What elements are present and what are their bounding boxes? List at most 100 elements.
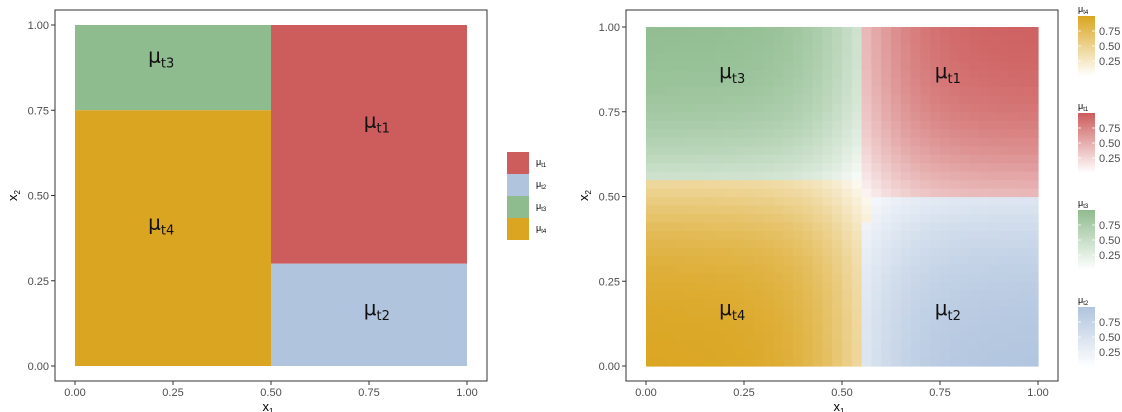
heat-cell: [783, 230, 794, 240]
legend-label-t3-base: μ: [536, 201, 541, 211]
heat-cell: [949, 179, 961, 189]
heat-cell: [998, 289, 1010, 299]
heat-cell: [851, 213, 863, 223]
heat-cell: [685, 332, 696, 342]
heat-cell: [802, 298, 814, 308]
heat-cell: [979, 60, 990, 70]
heat-cell: [646, 289, 657, 299]
heat-cell: [793, 188, 804, 198]
heat-cell: [979, 323, 990, 333]
heat-cell: [969, 179, 980, 189]
heat-cell: [881, 154, 892, 164]
heat-cell: [783, 315, 794, 325]
heat-cell: [900, 230, 912, 240]
heat-cell: [842, 111, 853, 121]
heat-cell: [665, 43, 676, 54]
heat-cell: [773, 196, 784, 206]
heat-cell: [675, 357, 686, 367]
heat-cell: [930, 86, 941, 96]
heat-cell: [793, 69, 804, 79]
heat-cell: [969, 357, 980, 367]
heat-cell: [646, 255, 657, 265]
heat-cell: [940, 306, 951, 316]
heat-cell: [900, 171, 912, 181]
heat-cell: [773, 213, 784, 223]
heat-cell: [989, 86, 1000, 96]
heat-cell: [959, 145, 970, 155]
heat-cell: [1008, 264, 1019, 274]
heat-cell: [842, 171, 853, 181]
heat-cell: [695, 145, 706, 155]
heat-cell: [842, 94, 853, 104]
heat-cell: [1018, 69, 1029, 79]
heat-cell: [1018, 35, 1029, 45]
heat-cell: [783, 332, 794, 342]
heat-cell: [822, 247, 833, 257]
x-axis-label-sub: 1: [840, 407, 845, 412]
heat-cell: [822, 43, 833, 54]
heat-cell: [940, 188, 951, 198]
heat-cell: [646, 349, 657, 359]
heat-cell: [1008, 128, 1019, 138]
heat-cell: [763, 196, 774, 206]
heat-cell: [675, 349, 686, 359]
heat-cell: [763, 27, 774, 37]
heat-cell: [979, 272, 990, 282]
heat-cell: [812, 60, 823, 70]
heat-cell: [655, 128, 667, 138]
heat-cell: [851, 35, 863, 45]
legend-label-t2-sub: t2: [541, 185, 547, 191]
heat-cell: [989, 27, 1000, 37]
heat-cell: [714, 247, 725, 257]
heat-cell: [744, 77, 755, 87]
heat-cell: [812, 221, 823, 231]
heat-cell: [783, 255, 794, 265]
heat-cell: [949, 289, 961, 299]
heat-cell: [753, 332, 765, 342]
heat-cell: [822, 281, 833, 291]
heat-cell: [861, 332, 872, 342]
heat-cell: [949, 128, 961, 138]
heat-cell: [685, 43, 696, 54]
heat-cell: [940, 247, 951, 257]
heat-cell: [793, 323, 804, 333]
heat-cell: [1008, 289, 1019, 299]
heat-cell: [822, 111, 833, 121]
heat-cell: [655, 111, 667, 121]
heat-cell: [832, 162, 843, 172]
heat-cell: [646, 69, 657, 79]
heat-cell: [783, 69, 794, 79]
heat-cell: [753, 162, 765, 172]
heat-cell: [724, 154, 735, 164]
heat-cell: [773, 154, 784, 164]
heat-cell: [891, 60, 902, 70]
heat-cell: [714, 230, 725, 240]
heat-cell: [1028, 86, 1039, 96]
heat-cell: [734, 196, 745, 206]
heat-cell: [920, 35, 931, 45]
region-mu-t1: [271, 25, 467, 264]
heat-cell: [734, 171, 745, 181]
colorbar-title-t4-base: μ: [1078, 4, 1083, 14]
colorbar-title-t4-sub: t4: [1083, 10, 1089, 16]
heat-cell: [773, 171, 784, 181]
heat-cell: [920, 281, 931, 291]
heat-cell: [695, 357, 706, 367]
heat-cell: [851, 154, 863, 164]
heat-cell: [822, 103, 833, 113]
colorbar-title-t2: μt2: [1078, 295, 1089, 307]
heat-cell: [959, 315, 970, 325]
heat-cell: [861, 162, 872, 172]
heat-cell: [1008, 323, 1019, 333]
heat-cell: [822, 298, 833, 308]
panel-1: 0.00 0.25 0.50 0.75 1.000.000.250.500.751.00…: [5, 9, 488, 412]
heat-cell: [763, 255, 774, 265]
heat-cell: [989, 145, 1000, 155]
heat-cell: [851, 306, 863, 316]
heat-cell: [744, 213, 755, 223]
heat-cell: [665, 60, 676, 70]
heat-cell: [930, 111, 941, 121]
heat-cell: [861, 94, 872, 104]
heat-cell: [685, 306, 696, 316]
heat-cell: [989, 128, 1000, 138]
